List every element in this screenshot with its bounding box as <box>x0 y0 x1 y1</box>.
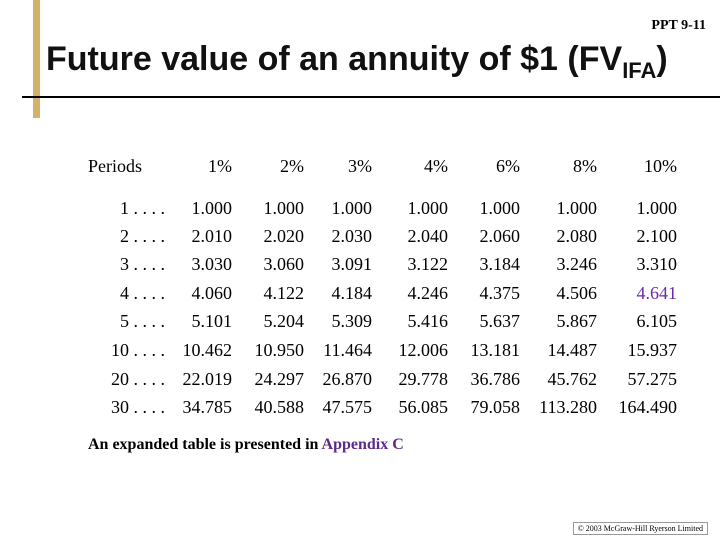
table-cell: 2.030 <box>331 226 373 246</box>
copyright: © 2003 McGraw-Hill Ryerson Limited <box>572 522 708 535</box>
table-cell: 3.091 <box>331 254 373 274</box>
table-cell: 113.280 <box>539 397 597 417</box>
table-cell: 4.060 <box>191 283 233 303</box>
row-label: 30 . . . . <box>111 397 165 417</box>
column-header: 1% <box>208 156 232 176</box>
column-header: Periods <box>88 156 142 176</box>
table-cell: 3.246 <box>556 254 598 274</box>
table-cell: 13.181 <box>470 340 521 360</box>
table-cell: 45.762 <box>547 369 598 389</box>
table-cell: 5.204 <box>263 311 305 331</box>
table-cell: 3.122 <box>407 254 449 274</box>
column-header: 8% <box>573 156 597 176</box>
table-cell: 164.490 <box>618 397 678 417</box>
table-cell: 3.310 <box>636 254 678 274</box>
table-cell: 1.000 <box>331 198 373 218</box>
column-header: 6% <box>496 156 520 176</box>
table-cell: 1.000 <box>636 198 678 218</box>
row-label: 20 . . . . <box>111 369 165 389</box>
row-label: 3 . . . . <box>120 254 165 274</box>
table-cell: 6.105 <box>636 311 678 331</box>
column-header: 3% <box>348 156 372 176</box>
table-cell: 12.006 <box>398 340 449 360</box>
row-label: 5 . . . . <box>120 311 165 331</box>
table-cell: 47.575 <box>322 397 373 417</box>
row-label: 2 . . . . <box>120 226 165 246</box>
title-subscript: IFA <box>622 58 657 83</box>
table-cell: 2.080 <box>556 226 598 246</box>
table-cell: 1.000 <box>191 198 233 218</box>
table-cell: 4.506 <box>556 283 598 303</box>
table-cell: 4.246 <box>407 283 449 303</box>
table-cell: 34.785 <box>182 397 233 417</box>
table-cell: 2.040 <box>407 226 449 246</box>
row-label: 10 . . . . <box>111 340 165 360</box>
column-header: 10% <box>644 156 677 176</box>
row-label: 1 . . . . <box>120 198 165 218</box>
slide-title: Future value of an annuity of $1 (FVIFA) <box>46 40 668 84</box>
column-header: 2% <box>280 156 304 176</box>
table-cell: 29.778 <box>398 369 449 389</box>
table-cell: 1.000 <box>479 198 521 218</box>
table-cell: 1.000 <box>556 198 598 218</box>
table-cell: 4.375 <box>479 283 521 303</box>
table-cell: 15.937 <box>627 340 678 360</box>
table-cell: 11.464 <box>323 340 372 360</box>
table-cell: 57.275 <box>627 369 678 389</box>
table-cell: 10.950 <box>254 340 305 360</box>
table-cell: 5.867 <box>556 311 598 331</box>
table-cell: 22.019 <box>182 369 233 389</box>
table-cell: 5.416 <box>407 311 449 331</box>
table-cell: 3.030 <box>191 254 233 274</box>
table-cell: 4.641 <box>636 283 678 303</box>
table-cell: 40.588 <box>254 397 305 417</box>
table-cell: 1.000 <box>407 198 449 218</box>
footnote: An expanded table is presented in Append… <box>88 436 404 454</box>
table-cell: 26.870 <box>322 369 373 389</box>
table-cell: 3.060 <box>263 254 305 274</box>
table-cell: 1.000 <box>263 198 305 218</box>
table-cell: 4.122 <box>263 283 305 303</box>
table-cell: 4.184 <box>331 283 373 303</box>
table-cell: 36.786 <box>470 369 521 389</box>
appendix-link: Appendix C <box>321 436 404 453</box>
row-label: 4 . . . . <box>120 283 165 303</box>
table-cell: 5.637 <box>479 311 521 331</box>
table-cell: 24.297 <box>254 369 305 389</box>
title-rule <box>22 96 720 98</box>
table-cell: 5.101 <box>191 311 233 331</box>
table-cell: 2.100 <box>636 226 678 246</box>
title-end: ) <box>656 40 668 78</box>
column-header: 4% <box>424 156 448 176</box>
table-cell: 79.058 <box>470 397 521 417</box>
accent-bar <box>33 0 40 118</box>
table-cell: 2.010 <box>191 226 233 246</box>
table-cell: 14.487 <box>547 340 598 360</box>
slide-number: PPT 9-11 <box>651 18 706 33</box>
table-cell: 56.085 <box>398 397 449 417</box>
table-cell: 3.184 <box>479 254 521 274</box>
table-cell: 2.060 <box>479 226 521 246</box>
title-text: Future value of an annuity of $1 (FV <box>46 40 623 78</box>
table-cell: 2.020 <box>263 226 305 246</box>
table-cell: 5.309 <box>331 311 373 331</box>
table-cell: 10.462 <box>182 340 233 360</box>
footnote-text: An expanded table is presented in <box>88 436 322 453</box>
